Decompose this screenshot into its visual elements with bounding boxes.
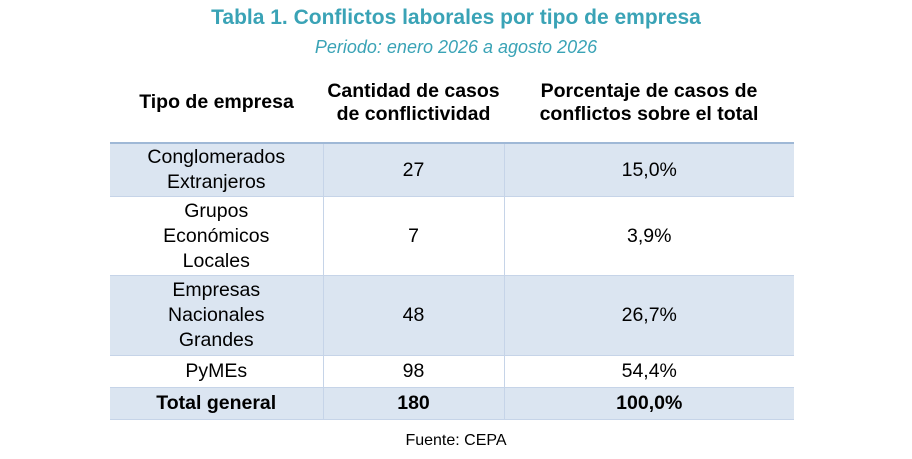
cell-tipo: Conglomerados Extranjeros [110,143,323,197]
cell-cantidad: 7 [322,196,504,276]
cell-cantidad: 27 [322,143,504,197]
cell-porcentaje: 54,4% [503,355,794,388]
cell-tipo: PyMEs [110,355,323,388]
cell-cantidad: 98 [322,355,504,388]
table-subtitle: Periodo: enero 2026 a agosto 2026 [314,37,598,57]
table-row: Empresas Nacionales Grandes 48 26,7% [110,275,794,356]
header-porcentaje: Porcentaje de casos de conflictos sobre … [504,63,794,144]
header-tipo: Tipo de empresa [110,63,323,144]
cell-cantidad: 48 [322,275,504,356]
cell-total-tipo: Total general [110,387,323,420]
table-row: PyMEs 98 54,4% [110,355,794,388]
cell-porcentaje: 3,9% [503,196,794,276]
cell-total-porcentaje: 100,0% [503,387,794,420]
cell-tipo: Grupos Económicos Locales [110,196,323,276]
total-row: Total general 180 100,0% [110,387,794,420]
cell-porcentaje: 26,7% [503,275,794,356]
source-note: Fuente: CEPA [405,432,507,449]
header-cantidad: Cantidad de casos de conflictividad [323,63,504,144]
header-row: Tipo de empresa Cantidad de casos de con… [110,63,794,144]
cell-tipo: Empresas Nacionales Grandes [110,275,323,356]
table-row: Conglomerados Extranjeros 27 15,0% [110,143,794,197]
table-row: Grupos Económicos Locales 7 3,9% [110,196,794,276]
conflicts-table: Tipo de empresa Cantidad de casos de con… [110,63,794,420]
table-title: Tabla 1. Conflictos laborales por tipo d… [211,6,701,29]
cell-total-cantidad: 180 [322,387,504,420]
cell-porcentaje: 15,0% [503,143,794,197]
